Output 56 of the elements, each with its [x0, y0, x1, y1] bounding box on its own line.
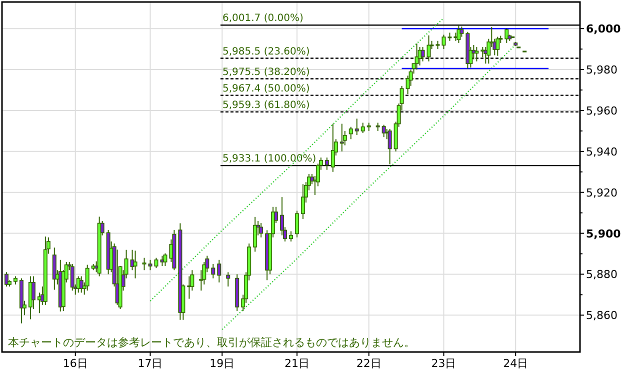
candlestick [348, 126, 353, 140]
y-tick-label: 5,900 [586, 227, 622, 240]
line-series [221, 44, 516, 330]
x-tick-label: 22日 [356, 357, 382, 370]
candlestick [4, 272, 8, 288]
candlestick [154, 257, 158, 269]
x-tick-label: 23日 [431, 357, 456, 370]
candlestick [163, 252, 168, 267]
y-tick-label: 6,000 [586, 22, 622, 36]
x-tick-label: 16日 [62, 357, 88, 370]
ref-line-label: 5,933.1 (100.00%) [222, 154, 316, 165]
candlestick [330, 123, 335, 172]
candlestick [211, 263, 216, 279]
candlestick [354, 118, 359, 136]
candlestick [442, 34, 446, 50]
candlestick [259, 222, 264, 238]
candlestick [420, 46, 425, 62]
candlestick [496, 36, 500, 56]
annotation: 本チャートのデータは参考レートであり、取引が保証されるものではありません。 [8, 336, 415, 349]
candlestick [85, 264, 90, 292]
ref-line-label: 6,001.7 (0.00%) [222, 13, 304, 24]
y-tick-label: 5,860 [586, 309, 618, 322]
candlestick [382, 124, 386, 138]
candlestick [324, 157, 329, 170]
y-tick-label: 5,940 [586, 145, 618, 158]
candlestick [414, 43, 419, 70]
x-tick-label: 17日 [138, 357, 163, 370]
y-tick-label: 5,960 [586, 104, 618, 118]
candlestick [253, 216, 258, 252]
x-tick-label: 19日 [210, 357, 235, 370]
x-tick-label: 21日 [284, 357, 310, 370]
x-tick-label: 24日 [503, 357, 528, 370]
candlestick [426, 34, 431, 62]
candlestick [79, 276, 84, 294]
candlestick [70, 263, 74, 292]
ref-line-label: 5,985.5 (23.60%) [222, 46, 310, 58]
candlestick [504, 28, 509, 44]
y-tick-label: 5,880 [586, 268, 618, 282]
candlestick [289, 230, 293, 242]
candlestick [460, 26, 464, 38]
candlestick [300, 184, 305, 220]
y-tick-label: 5,920 [586, 186, 618, 200]
ref-line-label: 5,967.4 (50.00%) [222, 83, 310, 94]
candlestick [217, 259, 222, 283]
y-tick-label: 5,980 [586, 64, 618, 77]
candlestick [133, 250, 138, 279]
candlestick [474, 46, 479, 62]
candlestick [294, 210, 299, 238]
ref-line-label: 5,975.5 (38.20%) [222, 66, 310, 78]
candlestick [31, 276, 36, 310]
candlestick [226, 272, 230, 288]
candlestick [360, 122, 365, 134]
candlestick [456, 24, 461, 44]
candlestick [340, 123, 344, 152]
candlestick [388, 128, 392, 165]
ref-line-label: 5,959.3 (61.80%) [222, 100, 310, 111]
